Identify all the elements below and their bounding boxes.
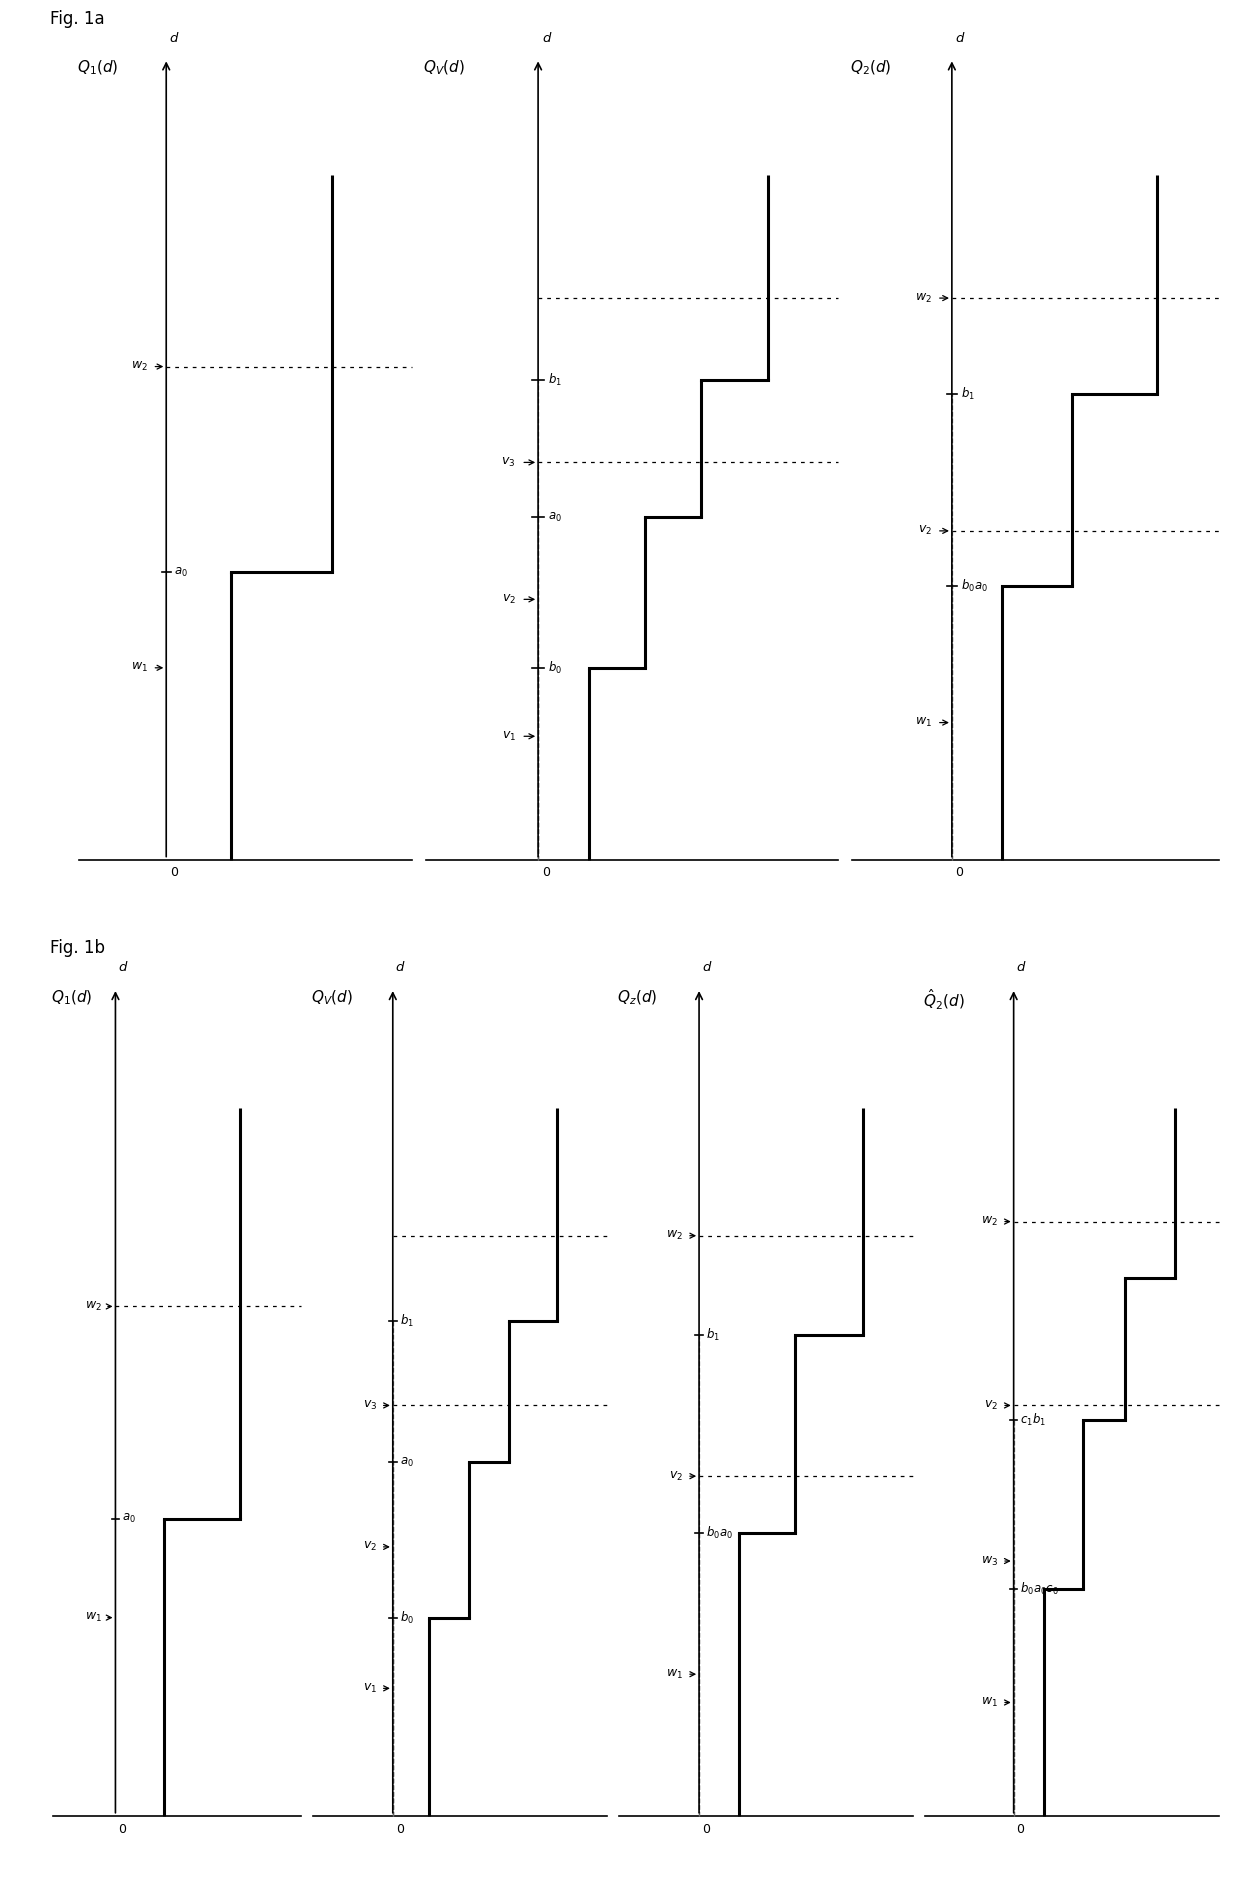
Text: $v_2$: $v_2$ <box>502 593 516 607</box>
Text: 0: 0 <box>1017 1822 1024 1835</box>
Text: $w_2$: $w_2$ <box>915 292 932 305</box>
Text: $v_1$: $v_1$ <box>501 730 516 743</box>
Text: $b_1$: $b_1$ <box>961 387 975 402</box>
Text: 0: 0 <box>956 866 963 880</box>
Text: $Q_1(d)$: $Q_1(d)$ <box>77 59 118 78</box>
Text: 0: 0 <box>170 866 177 880</box>
Text: $Q_V(d)$: $Q_V(d)$ <box>423 59 465 78</box>
Text: d: d <box>702 961 711 975</box>
Text: $v_2$: $v_2$ <box>985 1399 998 1413</box>
Text: $v_2$: $v_2$ <box>670 1469 683 1483</box>
Text: $w_1$: $w_1$ <box>84 1612 102 1625</box>
Text: d: d <box>956 32 963 46</box>
Text: d: d <box>396 961 404 975</box>
Text: $w_2$: $w_2$ <box>84 1301 102 1314</box>
Text: $b_1$: $b_1$ <box>399 1312 414 1329</box>
Text: $Q_1(d)$: $Q_1(d)$ <box>51 988 93 1007</box>
Text: d: d <box>170 32 179 46</box>
Text: 0: 0 <box>542 866 551 880</box>
Text: $w_2$: $w_2$ <box>131 360 148 374</box>
Text: $a_0$: $a_0$ <box>122 1511 135 1524</box>
Text: 0: 0 <box>702 1822 711 1835</box>
Text: d: d <box>542 32 551 46</box>
Text: $v_3$: $v_3$ <box>362 1399 377 1413</box>
Text: $b_0 a_0$: $b_0 a_0$ <box>706 1524 733 1541</box>
Text: $Q_2(d)$: $Q_2(d)$ <box>849 59 892 78</box>
Text: $v_2$: $v_2$ <box>918 525 932 537</box>
Text: $a_0$: $a_0$ <box>399 1456 414 1469</box>
Text: $w_1$: $w_1$ <box>131 662 148 675</box>
Text: $Q_z(d)$: $Q_z(d)$ <box>618 988 657 1007</box>
Text: d: d <box>118 961 126 975</box>
Text: $a_0$: $a_0$ <box>175 565 188 578</box>
Text: $c_1 b_1$: $c_1 b_1$ <box>1021 1411 1047 1428</box>
Text: $b_0 a_0$: $b_0 a_0$ <box>961 578 987 593</box>
Text: $v_3$: $v_3$ <box>501 455 516 468</box>
Text: 0: 0 <box>396 1822 404 1835</box>
Text: $v_1$: $v_1$ <box>362 1682 377 1695</box>
Text: $w_1$: $w_1$ <box>666 1668 683 1680</box>
Text: d: d <box>1017 961 1025 975</box>
Text: Fig. 1a: Fig. 1a <box>50 11 104 28</box>
Text: $a_0$: $a_0$ <box>548 510 562 523</box>
Text: $\hat{Q}_2(d)$: $\hat{Q}_2(d)$ <box>924 988 965 1012</box>
Text: $b_0 a_0 c_0$: $b_0 a_0 c_0$ <box>1021 1581 1059 1596</box>
Text: $w_1$: $w_1$ <box>915 717 932 730</box>
Text: $w_2$: $w_2$ <box>666 1229 683 1242</box>
Text: 0: 0 <box>118 1822 126 1835</box>
Text: $w_2$: $w_2$ <box>981 1215 998 1229</box>
Text: $b_0$: $b_0$ <box>548 660 562 675</box>
Text: $b_1$: $b_1$ <box>548 372 562 389</box>
Text: $v_2$: $v_2$ <box>363 1540 377 1553</box>
Text: $w_1$: $w_1$ <box>981 1695 998 1708</box>
Text: $Q_V(d)$: $Q_V(d)$ <box>311 988 352 1007</box>
Text: $b_1$: $b_1$ <box>706 1327 720 1342</box>
Text: $w_3$: $w_3$ <box>981 1555 998 1568</box>
Text: $b_0$: $b_0$ <box>399 1610 414 1625</box>
Text: Fig. 1b: Fig. 1b <box>50 940 104 957</box>
